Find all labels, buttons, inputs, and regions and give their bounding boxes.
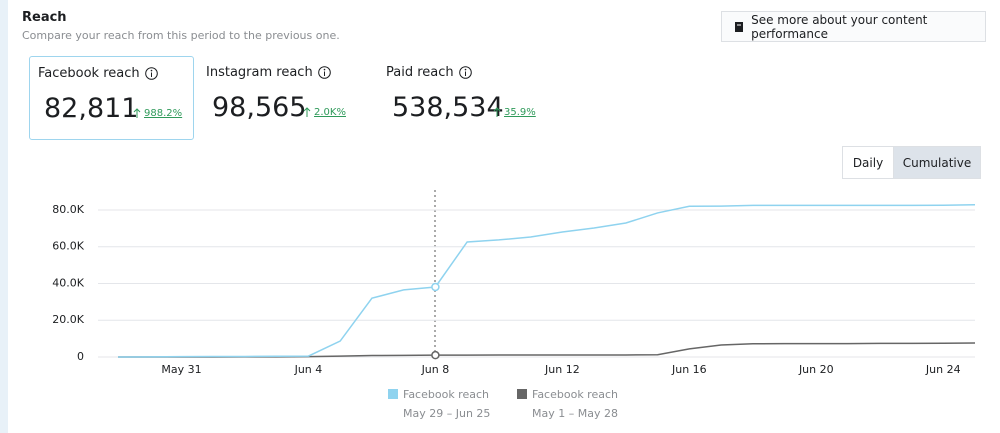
info-dot xyxy=(150,69,152,72)
hover-marker xyxy=(431,282,440,292)
arrow-shape xyxy=(303,107,311,117)
metric-label: Instagram reach xyxy=(206,65,313,80)
metric-label-row: Instagram reach xyxy=(206,65,331,80)
y-tick-label: 20.0K xyxy=(52,313,84,326)
info-dot xyxy=(464,68,466,71)
metric-card[interactable]: Paid reach 538,534 35.9% xyxy=(378,56,568,140)
legend-label: Facebook reach xyxy=(403,388,489,401)
section-subtitle: Compare your reach from this period to t… xyxy=(22,29,340,42)
info-dot xyxy=(323,68,325,71)
info-icon[interactable] xyxy=(317,66,331,79)
y-tick-label: 0 xyxy=(77,350,84,363)
arrow-shape xyxy=(493,107,501,117)
metric-value: 98,565 xyxy=(212,92,307,123)
info-circle xyxy=(317,66,331,79)
section-title: Reach xyxy=(22,10,67,25)
change-text: 988.2% xyxy=(144,108,183,119)
up-arrow xyxy=(133,108,141,118)
y-tick-label: 40.0K xyxy=(52,276,84,289)
info-icon[interactable] xyxy=(458,66,472,79)
legend-swatch xyxy=(517,389,527,399)
y-tick-label: 80.0K xyxy=(52,203,84,216)
info-icon[interactable] xyxy=(144,67,158,80)
legend-swatch xyxy=(388,389,398,399)
metric-label-row: Paid reach xyxy=(386,65,472,80)
arrow-shape xyxy=(133,108,141,118)
metric-value: 82,811 xyxy=(44,93,139,124)
book-icon xyxy=(735,21,743,32)
info-circle xyxy=(144,67,158,80)
content-button[interactable]: See more about your content performance xyxy=(721,11,986,42)
y-tick-label: 60.0K xyxy=(52,240,84,253)
metric-label: Paid reach xyxy=(386,65,454,80)
change-text: 35.9% xyxy=(504,107,536,118)
series-line xyxy=(117,204,976,358)
x-tick-label: Jun 24 xyxy=(925,363,961,376)
metric-card[interactable]: Instagram reach 98,565 2.0K% xyxy=(198,56,368,140)
up-arrow xyxy=(493,107,501,117)
legend-period: May 1 – May 28 xyxy=(532,407,618,420)
toggle-daily[interactable]: Daily xyxy=(842,146,894,179)
metric-change: 35.9% xyxy=(493,107,536,118)
change-text: 2.0K% xyxy=(314,107,346,118)
metric-change: 988.2% xyxy=(133,108,182,119)
legend-label: Facebook reach xyxy=(532,388,618,401)
hover-marker xyxy=(431,350,440,360)
x-tick-label: May 31 xyxy=(161,363,201,376)
button-label: See more about your content performance xyxy=(751,12,928,41)
x-tick-label: Jun 4 xyxy=(294,363,323,376)
up-arrow xyxy=(303,107,311,117)
x-tick-label: Jun 16 xyxy=(671,363,707,376)
x-tick-label: Jun 12 xyxy=(544,363,580,376)
legend-period: May 29 – Jun 25 xyxy=(403,407,490,420)
info-circle xyxy=(458,66,472,79)
x-tick-label: Jun 20 xyxy=(798,363,834,376)
metric-change: 2.0K% xyxy=(303,107,346,118)
metric-label: Facebook reach xyxy=(38,66,140,81)
toggle-cumulative[interactable]: Cumulative xyxy=(893,146,981,179)
metric-value: 538,534 xyxy=(392,92,504,123)
metric-card[interactable]: Facebook reach 82,811 988.2% xyxy=(29,56,194,140)
series-line xyxy=(118,342,976,358)
metric-label-row: Facebook reach xyxy=(38,66,158,81)
x-tick-label: Jun 8 xyxy=(421,363,450,376)
